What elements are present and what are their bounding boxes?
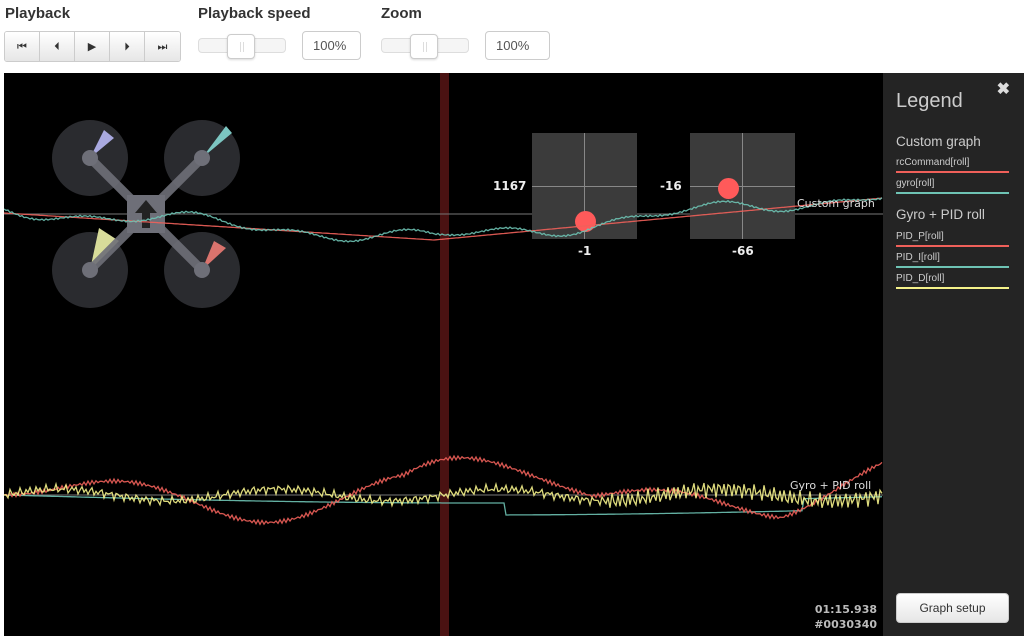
playback-speed-label: Playback speed	[198, 5, 311, 22]
stick-right	[690, 133, 795, 239]
step-back-button[interactable]: ⏴	[40, 32, 75, 61]
playback-label: Playback	[5, 5, 71, 22]
legend-item-gyro-roll[interactable]: gyro[roll]	[896, 178, 1009, 194]
skip-to-start-icon: ⏮	[17, 39, 27, 53]
stick-left-horizontal-value: -1	[578, 244, 592, 258]
graph-setup-button[interactable]: Graph setup	[896, 593, 1009, 623]
zoom-label: Zoom	[381, 5, 422, 22]
step-back-icon: ⏴	[54, 39, 60, 53]
step-forward-icon: ⏵	[124, 39, 130, 53]
playback-speed-slider[interactable]	[198, 34, 286, 59]
legend-item-pid-i-roll[interactable]: PID_I[roll]	[896, 252, 1009, 268]
step-forward-button[interactable]: ⏵	[110, 32, 145, 61]
slider-handle[interactable]	[410, 34, 438, 59]
frame-number: #0030340	[814, 618, 877, 631]
legend-item-pid-d-roll[interactable]: PID_D[roll]	[896, 273, 1009, 289]
motor-throttle-wedge	[202, 241, 226, 270]
playback-time: 01:15.938	[814, 603, 877, 616]
pid-graph-label: Gyro + PID roll	[790, 479, 872, 492]
stick-left-vertical-value: 1167	[493, 179, 527, 193]
skip-to-start-button[interactable]: ⏮	[5, 32, 40, 61]
graph-traces	[4, 73, 883, 636]
playback-speed-input[interactable]	[302, 31, 361, 60]
playback-controls: ⏮ ⏴ ▶ ⏵ ⏭	[4, 31, 181, 62]
legend-group-title: Custom graph	[896, 134, 981, 149]
close-icon[interactable]: ✖	[996, 81, 1010, 98]
quad-model	[52, 120, 240, 308]
custom-graph-label: Custom graph	[797, 197, 875, 210]
stick-right-horizontal-value: -66	[732, 244, 754, 258]
motor-throttle-wedge	[202, 126, 232, 158]
legend-group-title: Gyro + PID roll	[896, 207, 985, 222]
stick-right-vertical-value: -16	[660, 179, 682, 193]
legend-item-rccommand-roll[interactable]: rcCommand[roll]	[896, 157, 1009, 173]
zoom-input[interactable]	[485, 31, 550, 60]
time-readout: 01:15.938 #0030340	[814, 602, 877, 632]
zoom-slider[interactable]	[381, 34, 469, 59]
legend-item-pid-p-roll[interactable]: PID_P[roll]	[896, 231, 1009, 247]
legend-title: Legend	[896, 90, 963, 112]
slider-handle[interactable]	[227, 34, 255, 59]
play-icon: ▶	[87, 40, 97, 53]
stick-right-position	[718, 178, 739, 199]
stick-left-position	[575, 211, 596, 232]
legend-panel: Legend ✖ Custom graph rcCommand[roll] gy…	[883, 73, 1024, 636]
skip-to-end-icon: ⏭	[157, 39, 168, 53]
skip-to-end-button[interactable]: ⏭	[145, 32, 180, 61]
motor-throttle-wedge	[90, 130, 114, 158]
playback-cursor[interactable]	[440, 73, 449, 636]
graph-canvas[interactable]: 1167 -1 -16 -66 Custom graph Gyro + PID …	[4, 73, 883, 636]
play-button[interactable]: ▶	[75, 32, 110, 61]
